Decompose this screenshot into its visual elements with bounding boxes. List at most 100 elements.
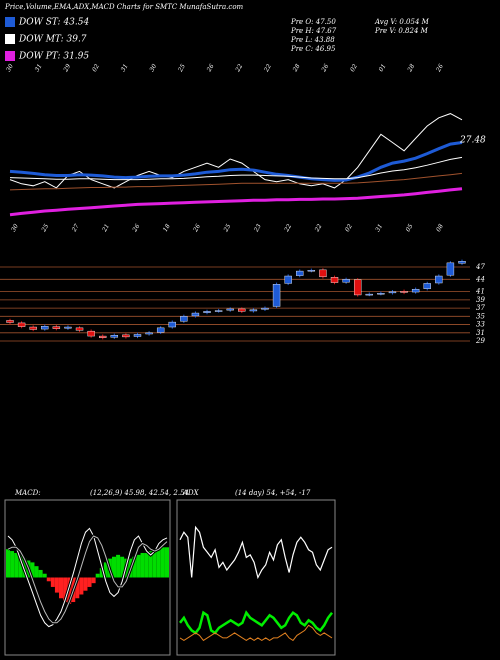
histogram-bar [136,554,141,578]
x-tick-label: 22 [283,223,293,234]
macd-frame [4,499,171,656]
line [7,535,168,624]
x-tick-label: 30 [148,63,158,73]
panel-params: (14 day) 54, +54, -17 [235,489,311,497]
candle-body [214,310,223,312]
stat: Pre C: 46.95 [290,45,336,53]
x-tick-label: 01 [378,63,388,73]
histogram-bar [75,577,80,599]
candle-body [330,277,339,283]
candle-body [87,330,95,337]
x-tick-label: 22 [234,63,244,74]
histogram-bar [152,549,157,578]
x-tick-label: 25 [222,223,232,234]
panel-title: ADX [182,489,200,497]
candle-body [122,334,130,338]
histogram-bar [63,577,68,603]
candle-body [6,320,14,323]
x-tick-label: 02 [349,63,359,73]
line [179,610,333,635]
stat: Pre V: 0.824 M [374,27,429,35]
histogram-bar [46,577,51,582]
x-tick-label: 23 [252,223,262,234]
candle-body [400,291,408,293]
candle-body [423,283,431,289]
histogram-bar [99,568,104,578]
y-tick-label: 29 [475,337,485,345]
histogram-bar [30,562,35,578]
histogram-bar [148,551,153,578]
histogram-bar [165,547,169,578]
histogram-bar [112,556,116,578]
histogram-bar [10,551,15,578]
candle-body [133,334,142,337]
candle-body [180,316,188,322]
y-tick-label: 31 [476,329,485,337]
histogram-bar [54,577,59,593]
x-tick-label: 26 [131,223,141,234]
histogram-bar [87,577,92,587]
histogram-bar [14,552,19,578]
line [9,156,463,181]
legend-swatch [5,17,15,27]
candle-body [388,291,397,294]
histogram-bar [83,577,88,591]
histogram-bar [34,566,39,578]
page-title: Price,Volume,EMA,ADX,MACD Charts for SMT… [4,3,244,11]
candle-body [238,308,246,312]
x-tick-label: 02 [344,223,354,233]
histogram-bar [59,577,63,599]
candle-body [261,307,269,310]
candle-body [435,275,443,284]
x-tick-label: 28 [291,63,301,74]
legend-label: DOW ST: 43.54 [18,18,89,28]
line [9,187,463,217]
x-tick-label: 02 [91,63,101,73]
stat: Pre O: 47.50 [290,18,336,26]
candle-body [365,293,373,296]
candle-body [110,335,119,338]
candle-body [353,279,362,296]
y-tick-label: 37 [476,304,485,312]
x-tick-label: 26 [205,63,215,74]
stat: Pre L: 43.88 [290,36,335,44]
y-tick-label: 39 [476,296,485,304]
candle-body [377,293,385,295]
candle-body [99,335,107,338]
histogram-bar [42,573,47,578]
x-tick-label: 08 [435,223,445,233]
x-tick-label: 31 [374,223,384,233]
candle-body [319,269,327,278]
candle-body [41,326,49,330]
line [179,624,333,642]
candle-body [249,309,258,312]
histogram-bar [160,547,165,578]
candle-body [284,275,292,284]
candle-body [342,279,350,283]
candle-body [296,270,304,276]
candle-body [191,312,200,317]
x-tick-label: 22 [313,223,323,234]
line [9,172,463,191]
candle-body [64,326,72,329]
stat: Avg V: 0.054 M [374,18,430,26]
stat: Pre H: 47.67 [290,27,337,35]
histogram-bar [144,552,149,578]
histogram-bar [140,552,145,578]
line [179,525,333,580]
line [9,141,463,182]
candle-body [75,327,84,331]
candle-body [156,327,165,333]
x-tick-label: 25 [177,63,187,74]
legend-swatch [5,51,15,61]
legend-label: DOW MT: 39.7 [18,35,87,45]
y-tick-label: 47 [475,263,485,271]
y-tick-label: 33 [476,321,485,329]
panel-title: MACD: [14,489,41,497]
adx-frame [176,499,336,656]
histogram-bar [50,577,55,587]
histogram-bar [120,556,125,578]
histogram-bar [79,577,84,595]
